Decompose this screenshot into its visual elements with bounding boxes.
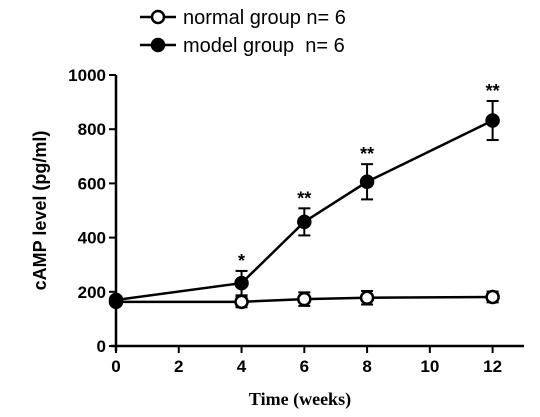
data-point bbox=[234, 275, 249, 291]
data-marks: ******* bbox=[108, 81, 500, 310]
x-tick-label: 2 bbox=[174, 357, 183, 376]
legend-marker bbox=[150, 37, 166, 53]
data-point bbox=[108, 292, 124, 308]
legend-label: normal group n= 6 bbox=[183, 7, 346, 29]
significance-label: ** bbox=[486, 81, 500, 101]
x-tick-label: 12 bbox=[483, 357, 502, 376]
significance-label: * bbox=[238, 251, 245, 271]
data-point bbox=[359, 290, 375, 306]
y-axis-label: cAMP level (pg/ml) bbox=[30, 131, 50, 291]
x-axis-label: Time (weeks) bbox=[249, 389, 351, 410]
y-tick-label: 400 bbox=[78, 229, 106, 248]
legend-marker bbox=[150, 9, 166, 25]
data-point bbox=[485, 113, 500, 128]
x-tick-label: 10 bbox=[420, 357, 439, 376]
y-tick-label: 0 bbox=[97, 337, 106, 356]
legend-label: model group n= 6 bbox=[183, 35, 345, 57]
x-tick-label: 6 bbox=[300, 357, 309, 376]
axes: 0 2 4 6 8 10 12 0 200 400 600 800 1000 bbox=[68, 66, 524, 376]
data-point bbox=[297, 214, 312, 230]
significance-label: ** bbox=[360, 144, 374, 164]
data-point bbox=[485, 289, 500, 305]
y-tick-label: 800 bbox=[78, 120, 106, 139]
legend: normal group n= 6 model group n= 6 bbox=[140, 7, 346, 57]
significance-label: ** bbox=[297, 188, 311, 208]
x-tick-label: 0 bbox=[111, 357, 120, 376]
x-tick-label: 4 bbox=[237, 357, 247, 376]
data-point bbox=[359, 174, 375, 190]
y-tick-label: 600 bbox=[78, 174, 106, 193]
data-point bbox=[297, 291, 312, 307]
data-point bbox=[234, 294, 249, 310]
y-tick-label: 1000 bbox=[68, 66, 106, 85]
y-tick-label: 200 bbox=[78, 283, 106, 302]
x-tick-label: 8 bbox=[362, 357, 371, 376]
